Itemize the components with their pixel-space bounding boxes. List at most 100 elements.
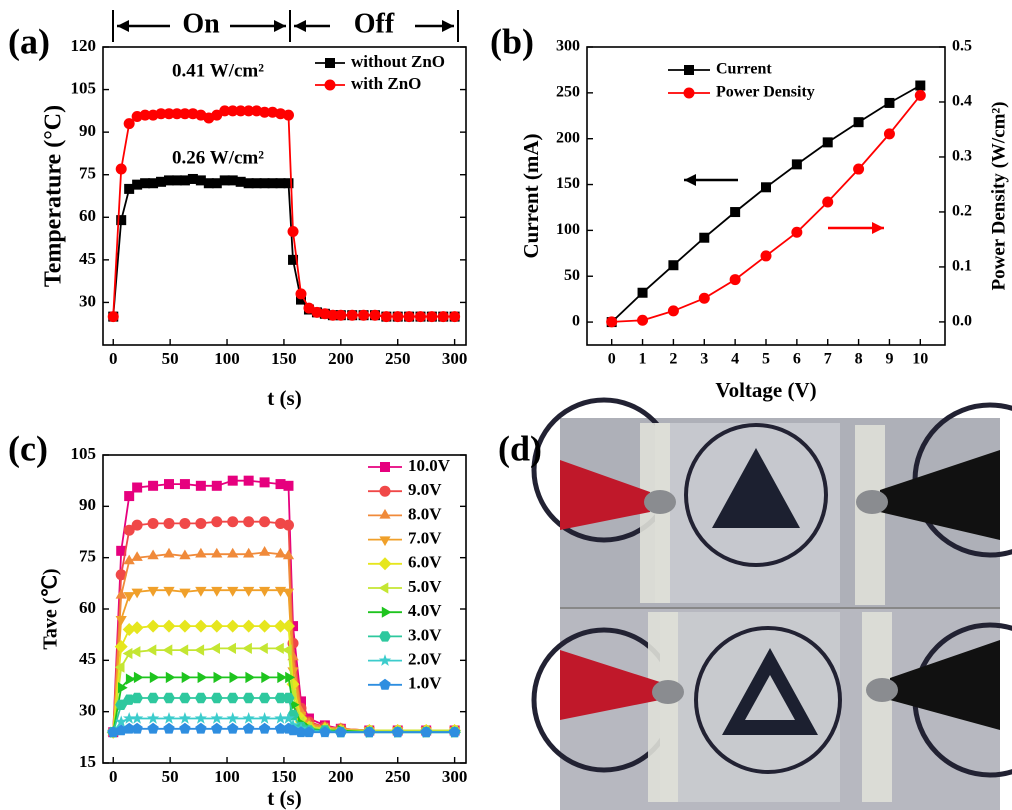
annotation: 0.41 W/cm² bbox=[172, 60, 264, 81]
y-tick-label: 120 bbox=[71, 36, 97, 55]
y-tick-label: 90 bbox=[79, 495, 96, 514]
y-tick-label: 75 bbox=[79, 164, 96, 183]
marker bbox=[883, 128, 895, 140]
panel-label: (c) bbox=[8, 428, 48, 468]
marker bbox=[381, 606, 392, 618]
marker bbox=[187, 173, 198, 184]
legend-label: without ZnO bbox=[351, 52, 445, 71]
x-tick-label: 150 bbox=[271, 349, 297, 368]
marker bbox=[156, 176, 167, 187]
marker bbox=[116, 215, 127, 226]
x-tick-label: 0 bbox=[109, 349, 118, 368]
marker bbox=[392, 311, 404, 323]
marker bbox=[146, 644, 157, 656]
marker bbox=[403, 311, 415, 323]
x-tick-label: 8 bbox=[855, 351, 863, 368]
x-tick-label: 50 bbox=[162, 349, 179, 368]
marker bbox=[147, 692, 160, 704]
marker bbox=[115, 163, 127, 175]
marker bbox=[124, 183, 135, 194]
marker bbox=[131, 722, 143, 734]
y-tick-label: 105 bbox=[71, 444, 97, 463]
marker bbox=[259, 516, 271, 528]
marker bbox=[426, 311, 438, 323]
marker bbox=[219, 175, 230, 186]
marker bbox=[378, 582, 389, 594]
marker bbox=[162, 644, 173, 656]
marker bbox=[761, 182, 771, 193]
y2-tick-label: 0.3 bbox=[952, 148, 972, 165]
marker bbox=[915, 80, 926, 91]
marker bbox=[227, 722, 239, 734]
marker bbox=[729, 274, 741, 286]
marker bbox=[163, 547, 175, 558]
marker bbox=[258, 722, 271, 734]
marker bbox=[242, 642, 252, 654]
legend-label: 4.0V bbox=[408, 601, 442, 620]
y2-tick-label: 0.4 bbox=[952, 93, 972, 110]
marker bbox=[140, 178, 151, 189]
marker bbox=[274, 642, 284, 654]
marker bbox=[358, 309, 370, 321]
legend-label: Power Density bbox=[716, 84, 815, 101]
marker bbox=[243, 547, 255, 558]
marker bbox=[147, 517, 159, 529]
marker bbox=[195, 480, 206, 491]
series-line bbox=[611, 94, 922, 323]
marker bbox=[295, 288, 307, 300]
marker bbox=[274, 692, 287, 704]
marker bbox=[378, 557, 392, 571]
legend-label: 3.0V bbox=[408, 625, 442, 644]
marker bbox=[275, 479, 286, 490]
marker bbox=[791, 226, 803, 238]
marker bbox=[115, 715, 128, 728]
y-tick-label: 15 bbox=[79, 752, 96, 771]
marker bbox=[437, 311, 449, 323]
marker bbox=[210, 712, 223, 724]
marker bbox=[379, 631, 391, 642]
marker bbox=[287, 724, 299, 736]
marker bbox=[194, 619, 208, 633]
legend-label: 5.0V bbox=[408, 577, 442, 596]
marker bbox=[210, 642, 220, 654]
marker bbox=[282, 519, 294, 531]
y-tick-label: 75 bbox=[79, 547, 96, 566]
marker bbox=[125, 673, 136, 685]
x-tick-label: 10 bbox=[912, 351, 928, 368]
x-tick-label: 300 bbox=[442, 767, 468, 786]
marker bbox=[380, 311, 392, 323]
y-axis-label: Tave (℃) bbox=[40, 568, 62, 649]
marker bbox=[155, 108, 167, 120]
x-axis-label: Voltage (V) bbox=[715, 378, 816, 402]
x-tick-label: 5 bbox=[762, 351, 770, 368]
marker bbox=[243, 516, 255, 528]
marker bbox=[123, 554, 135, 565]
marker bbox=[179, 722, 191, 734]
marker bbox=[229, 671, 240, 684]
series-line bbox=[112, 589, 455, 733]
arrow-head bbox=[294, 20, 306, 32]
marker bbox=[162, 619, 176, 633]
x-tick-label: 2 bbox=[669, 351, 677, 368]
marker bbox=[319, 726, 331, 738]
x-tick-label: 100 bbox=[214, 349, 240, 368]
annotation: Off bbox=[354, 8, 395, 39]
marker bbox=[327, 309, 339, 321]
marker bbox=[226, 642, 236, 654]
marker bbox=[178, 712, 192, 724]
marker bbox=[379, 536, 391, 547]
y2-tick-label: 0.1 bbox=[952, 258, 972, 275]
marker bbox=[133, 671, 144, 684]
marker bbox=[123, 712, 136, 724]
marker bbox=[414, 311, 426, 323]
marker bbox=[195, 175, 206, 186]
marker bbox=[213, 671, 224, 684]
marker bbox=[227, 547, 239, 558]
annotation: 0.26 W/cm² bbox=[172, 147, 264, 168]
arrow-head bbox=[274, 20, 286, 32]
marker bbox=[195, 722, 207, 734]
legend-label: 9.0V bbox=[408, 480, 442, 499]
marker bbox=[227, 586, 239, 597]
y-tick-label: 60 bbox=[79, 206, 96, 225]
